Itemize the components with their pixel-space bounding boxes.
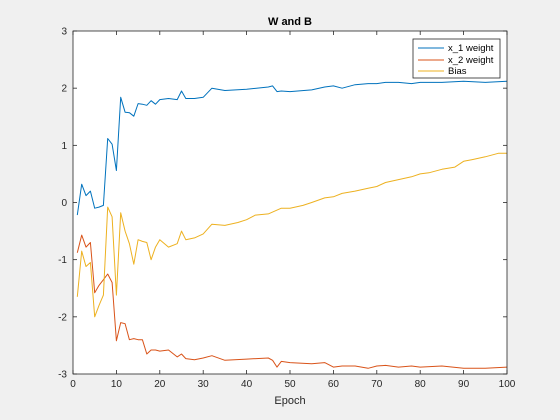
- legend: x_1 weight x_2 weight Bias: [412, 38, 501, 79]
- legend-entry-x2-weight: x_2 weight: [448, 55, 494, 66]
- y-tick-label: -3: [58, 370, 67, 381]
- y-tick-label: 2: [61, 84, 67, 95]
- x-tick-label: 20: [154, 379, 166, 390]
- plot-area: [73, 31, 507, 374]
- x-axis: 0 10 20 30 40 50 60 70 80 90 100: [70, 31, 516, 390]
- y-axis: -3 -2 -1 0 1 2 3: [58, 27, 507, 381]
- x-tick-label: 80: [415, 379, 427, 390]
- x-axis-label: Epoch: [274, 395, 305, 407]
- series-line-bias: [76, 152, 507, 318]
- x-tick-label: 30: [198, 379, 210, 390]
- series-layer: [76, 80, 508, 369]
- x-tick-label: 10: [111, 379, 123, 390]
- y-tick-label: -1: [58, 255, 67, 266]
- legend-entry-x1-weight: x_1 weight: [448, 43, 494, 54]
- x-tick-label: 70: [371, 379, 383, 390]
- x-tick-label: 0: [70, 379, 76, 390]
- chart-title: W and B: [268, 16, 312, 28]
- x-tick-label: 50: [284, 379, 296, 390]
- legend-entry-bias: Bias: [448, 66, 467, 77]
- series-line-x-2-weight: [76, 234, 508, 369]
- y-tick-label: 3: [61, 27, 67, 38]
- y-tick-label: 1: [61, 141, 67, 152]
- x-tick-label: 60: [328, 379, 340, 390]
- x-tick-label: 90: [458, 379, 470, 390]
- x-tick-label: 100: [499, 379, 516, 390]
- y-tick-label: 0: [61, 198, 67, 209]
- y-tick-label: -2: [58, 312, 67, 323]
- series-line-x-1-weight: [76, 80, 508, 216]
- x-tick-label: 40: [241, 379, 253, 390]
